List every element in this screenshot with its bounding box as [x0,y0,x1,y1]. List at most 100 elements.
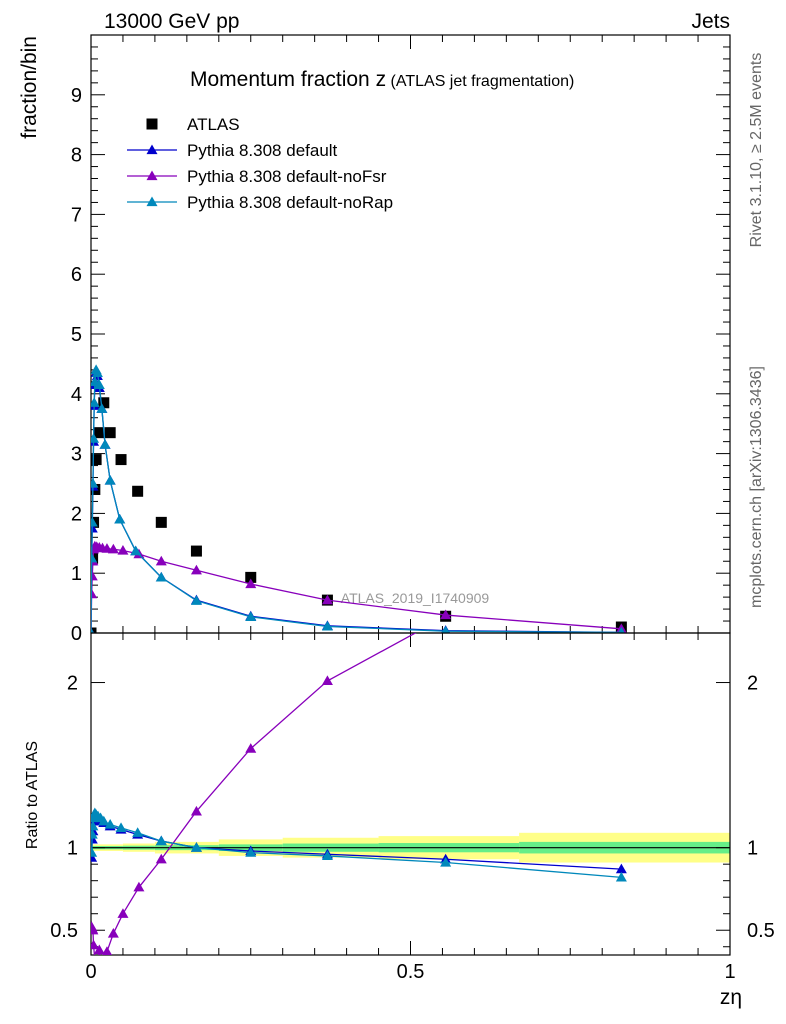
main-series-point [91,433,100,443]
header-left-label: 13000 GeV pp [104,10,239,33]
ratio-series-point [616,528,627,538]
legend-label: Pythia 8.308 default-noFsr [187,167,387,186]
ratio-plot: 0 0.5 1 0.5 0.5 1 1 2 2 [50,528,775,983]
ratio-series-point [117,908,129,918]
data-point [91,454,102,466]
ratio-series-point [245,743,257,753]
main-series-point [91,397,100,407]
main-series-point [117,544,129,555]
main-plot: 0 1 2 3 4 5 6 7 8 9 [71,34,731,645]
ratio-series-point [91,924,99,935]
legend: ATLAS Pythia 8.308 default Pythia 8.308 de… [127,115,393,212]
legend-marker-triangle [146,144,158,155]
data-point [190,545,202,557]
ratio-series-point [91,820,99,831]
main-series-2 [91,540,627,633]
main-series-point [245,611,257,621]
main-ytick-label: 4 [71,384,82,406]
main-plot-title-sub: (ATLAS jet fragmentation) [391,73,575,90]
ratio-series-point [94,954,96,955]
main-series-3 [91,364,625,633]
main-ytick-label: 1 [71,563,82,585]
legend-label: Pythia 8.308 default [187,141,338,160]
side-text-mcplots: mcplots.cern.ch [arXiv:1306.3436] [748,366,765,608]
ratio-series-2 [91,807,627,882]
ratio-series-point [190,805,202,816]
ratio-ytick-label-right: 1 [747,838,758,860]
ratio-ytick-label-right: 0.5 [747,920,775,942]
legend-entry: Pythia 8.308 default-noFsr [127,167,387,186]
main-ytick-label: 3 [71,444,82,466]
main-series-point [190,595,202,605]
main-series-point [91,367,103,377]
main-plot-title: Momentum fraction z (ATLAS jet fragmenta… [190,68,574,91]
header-right-label: Jets [691,10,730,33]
ratio-series-point [91,847,98,857]
main-series-point [155,571,167,582]
ratio-series-point [321,675,333,686]
main-series-point [91,588,98,599]
main-ytick-label: 6 [71,264,82,286]
side-text-rivet: Rivet 3.1.10, ≥ 2.5M events [748,53,765,248]
xtick-label: 0.5 [397,961,425,983]
ratio-series-point [155,835,167,846]
legend-entry: ATLAS [146,115,240,134]
main-series-point [440,609,452,620]
legend-marker-triangle [146,196,158,207]
main-series-point [91,627,95,633]
data-point [245,571,257,583]
ratio-series-point [107,928,119,938]
main-series-point [321,620,333,631]
legend-marker-square [146,118,158,130]
main-series-point [245,578,257,589]
legend-label: Pythia 8.308 default-noRap [187,193,393,212]
ratio-series-point [615,863,627,874]
ratio-series-point [98,815,110,826]
main-ytick-label: 9 [71,85,82,107]
ratio-plot-ylabel: Ratio to ATLAS [24,741,41,849]
ratio-series-point [97,963,108,973]
ratio-series-point [132,827,144,837]
data-point [115,454,127,466]
data-point [93,427,105,439]
main-ytick-label: 7 [71,204,82,226]
xtick-label: 1 [724,961,735,983]
main-ytick-label: 8 [71,145,82,167]
main-series-point [91,552,98,563]
ratio-plot-xlabel: zη [720,986,742,1009]
data-point [91,627,97,633]
ratio-series-point [190,842,202,852]
analysis-watermark: ATLAS_2019_I1740909 [341,590,490,606]
ratio-series-point [93,944,105,955]
ratio-series-point [155,853,167,864]
main-series-point [91,570,98,581]
main-series-point [190,564,202,575]
ratio-plot-frame [90,632,731,956]
data-point [155,516,167,528]
main-series-point [93,379,105,389]
main-ytick-label: 0 [71,623,82,645]
ratio-series-point [133,881,145,892]
main-series-point [96,403,108,413]
main-series-point [441,625,450,633]
main-series-point [114,513,126,524]
main-series-point [104,475,116,485]
ratio-series-point [115,822,127,832]
main-series-point [155,555,167,566]
ratio-series-point [615,871,627,882]
main-plot-title-main: Momentum fraction z [190,68,386,91]
legend-marker-triangle [146,170,158,181]
ratio-series-point [321,850,333,861]
data-point [98,397,110,409]
ratio-ytick-label: 1 [67,838,78,860]
main-series-point [91,478,99,488]
data-point [132,485,144,497]
ratio-series-point [104,819,116,829]
legend-entry: Pythia 8.308 default [127,141,338,160]
ratio-ytick-label-right: 2 [747,673,758,695]
main-series-point [91,516,98,527]
ratio-ytick-label: 0.5 [50,920,78,942]
ratio-series-point [91,939,100,950]
main-series-point [107,543,119,554]
